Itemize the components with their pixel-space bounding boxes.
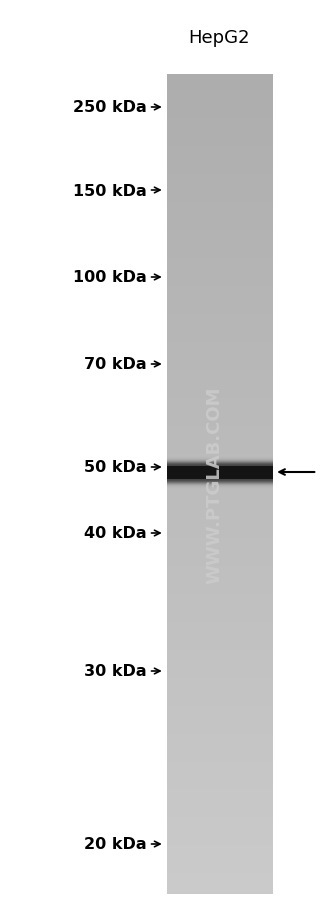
Text: HepG2: HepG2 xyxy=(189,29,250,47)
Text: 20 kDa: 20 kDa xyxy=(84,836,147,851)
Text: 70 kDa: 70 kDa xyxy=(84,357,147,373)
Text: 150 kDa: 150 kDa xyxy=(73,183,147,198)
Text: 30 kDa: 30 kDa xyxy=(84,664,147,678)
Text: 50 kDa: 50 kDa xyxy=(84,460,147,475)
Text: WWW.PTGLAB.COM: WWW.PTGLAB.COM xyxy=(206,386,223,583)
Text: 250 kDa: 250 kDa xyxy=(73,100,147,115)
Text: 40 kDa: 40 kDa xyxy=(84,526,147,541)
Text: 100 kDa: 100 kDa xyxy=(73,271,147,285)
